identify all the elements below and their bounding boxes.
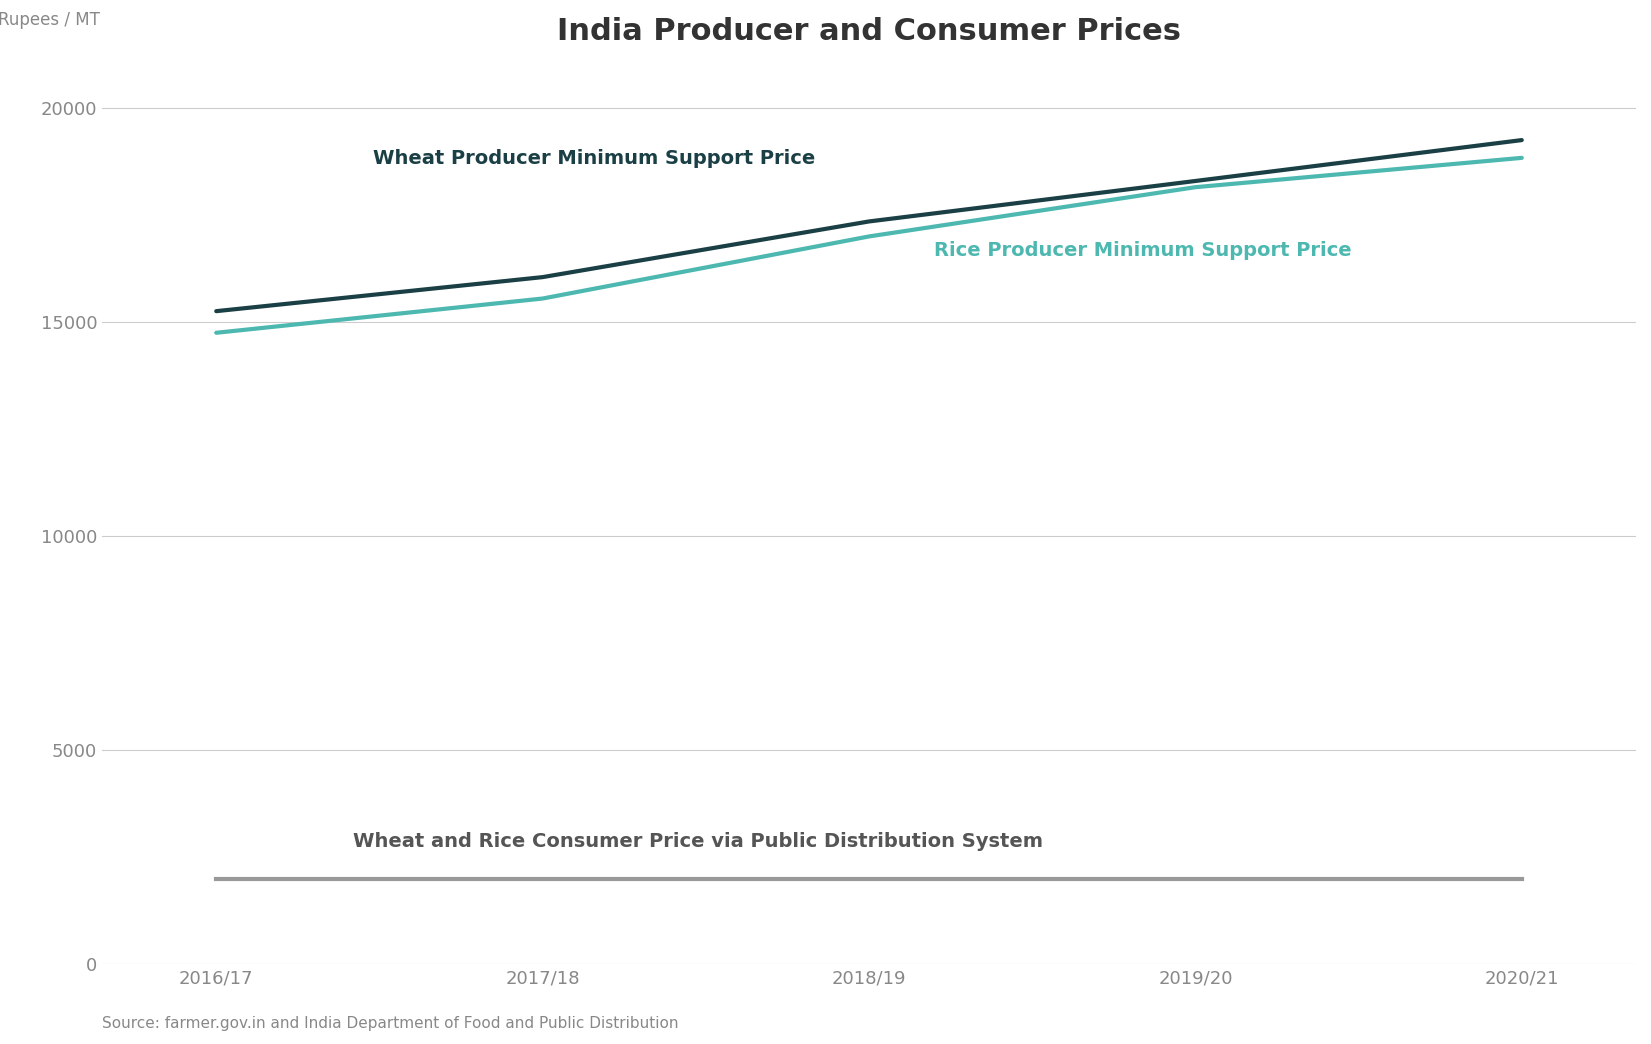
Text: Source: farmer.gov.in and India Department of Food and Public Distribution: Source: farmer.gov.in and India Departme… bbox=[102, 1017, 679, 1031]
Text: Rice Producer Minimum Support Price: Rice Producer Minimum Support Price bbox=[934, 241, 1352, 260]
Text: Wheat Producer Minimum Support Price: Wheat Producer Minimum Support Price bbox=[373, 149, 816, 168]
Text: Rupees / MT: Rupees / MT bbox=[0, 11, 99, 29]
Title: India Producer and Consumer Prices: India Producer and Consumer Prices bbox=[556, 17, 1180, 46]
Text: Wheat and Rice Consumer Price via Public Distribution System: Wheat and Rice Consumer Price via Public… bbox=[353, 832, 1043, 851]
